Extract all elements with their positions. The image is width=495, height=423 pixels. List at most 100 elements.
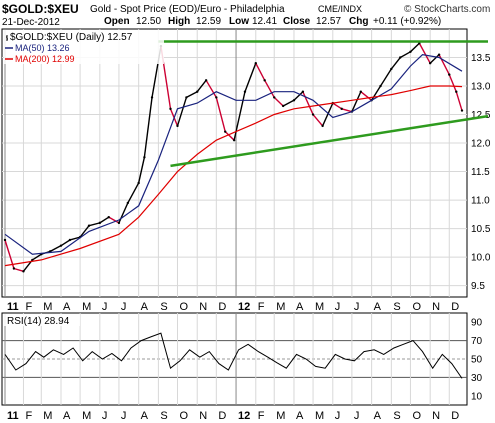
price-point (409, 50, 412, 54)
chg-value: +0.11 (+0.92%) (373, 16, 441, 27)
price-segment (379, 68, 392, 87)
x-tick-label-rsi: O (179, 410, 188, 422)
rsi-line (4, 332, 463, 379)
x-tick-label: M (82, 301, 91, 313)
rsi-legend-label: RSI(14) 28.94 (7, 316, 70, 327)
x-tick-label: J (121, 301, 127, 313)
open-label: Open (104, 16, 130, 27)
price-point (215, 96, 218, 99)
price-point (204, 79, 208, 82)
price-point (428, 62, 432, 65)
price-point (176, 124, 179, 128)
price-point (232, 138, 236, 142)
rsi-tick-label: 90 (471, 318, 483, 329)
x-tick-label: M (43, 301, 52, 313)
price-segment (4, 239, 15, 269)
price-point (254, 62, 257, 65)
x-tick-label: 12 (238, 301, 250, 313)
price-segment (360, 91, 373, 101)
price-point (448, 73, 451, 76)
x-tick-label-rsi: M (43, 410, 52, 422)
price-legend-icon (6, 35, 8, 41)
x-tick-label-rsi: N (432, 410, 440, 422)
price-segment (49, 245, 62, 253)
price-point (107, 215, 110, 219)
x-tick-label-rsi: A (374, 410, 382, 422)
rsi-axis-ticks: 10 30 50 70 90 (471, 318, 483, 403)
chg-label: Chg (349, 16, 368, 27)
x-tick-label-rsi: M (315, 410, 324, 422)
ma50-line (4, 54, 463, 255)
price-segment (455, 91, 463, 111)
price-point (59, 244, 63, 247)
price-tick-label: 10.0 (471, 253, 491, 264)
x-tick-label-rsi: A (63, 410, 71, 422)
price-tick-label: 10.5 (471, 224, 491, 235)
price-panel (1, 28, 468, 298)
price-segment (31, 253, 42, 261)
x-tick-label: A (296, 301, 304, 313)
x-tick-label: A (63, 301, 71, 313)
x-axis-price: 11 F M A M J J A S O N D 12 F M A M J J A S O N D (7, 301, 459, 313)
price-point (3, 238, 7, 242)
price-point (437, 53, 441, 56)
ma200-line (4, 85, 463, 267)
x-tick-label-rsi: J (335, 410, 341, 422)
price-segment (302, 91, 314, 115)
price-segment (282, 99, 295, 107)
price-segment (79, 225, 90, 238)
x-tick-label-rsi: N (199, 410, 207, 422)
price-segment (371, 85, 382, 101)
price-point (455, 90, 458, 93)
price-point (185, 96, 188, 99)
price-legend-bg (4, 30, 164, 64)
x-tick-label: S (160, 301, 167, 313)
price-segment (13, 267, 24, 273)
ma200-legend-label: MA(200) 12.99 (15, 54, 75, 64)
series-layer (3, 42, 464, 379)
rsi-tick-label: 30 (471, 373, 483, 384)
price-segment (390, 57, 401, 70)
x-tick-label-rsi: O (412, 410, 421, 422)
x-tick-label-rsi: J (121, 410, 127, 422)
price-segment (205, 79, 217, 98)
x-tick-label-rsi: S (160, 410, 167, 422)
price-segment (99, 216, 110, 224)
price-tick-label: 13.0 (471, 82, 491, 93)
price-segment (88, 222, 101, 227)
x-tick-label: F (258, 301, 265, 313)
price-segment (186, 91, 198, 99)
rsi-tick-label: 50 (471, 355, 483, 366)
rsi-tick-label: 10 (471, 391, 483, 402)
x-tick-label-rsi: 11 (7, 410, 19, 422)
price-point (137, 181, 140, 185)
price-point (143, 156, 146, 159)
header-exchange: CME/INDX (318, 4, 362, 14)
x-tick-label: D (218, 301, 226, 313)
ma50-legend-label: MA(50) 13.26 (15, 43, 70, 53)
price-segment (137, 157, 146, 184)
x-tick-label: J (354, 301, 360, 313)
price-point (196, 90, 199, 93)
price-point (311, 113, 315, 116)
price-segment (429, 54, 440, 64)
x-tick-label: 11 (7, 301, 19, 313)
price-segment (69, 236, 81, 241)
price-axis-ticks: 9.5 10.0 10.5 11.0 11.5 12.0 12.5 13.0 13.5 (471, 53, 491, 292)
price-point (224, 130, 227, 133)
x-tick-label: J (102, 301, 108, 313)
price-point (117, 221, 121, 225)
price-point (68, 238, 72, 242)
price-segment (224, 131, 235, 141)
x-axis-rsi: 11 F M A M J J A S O N D 12 F M A M J J A S O N D (7, 410, 459, 422)
x-tick-label: S (393, 301, 400, 313)
x-tick-label-rsi: A (141, 410, 149, 422)
price-segment (273, 96, 284, 107)
price-point (273, 96, 276, 99)
price-point (31, 258, 34, 262)
price-point (87, 224, 91, 227)
rsi-legend-bg (4, 314, 80, 326)
header-date: 21-Dec-2012 (2, 17, 60, 28)
price-point (321, 124, 324, 128)
